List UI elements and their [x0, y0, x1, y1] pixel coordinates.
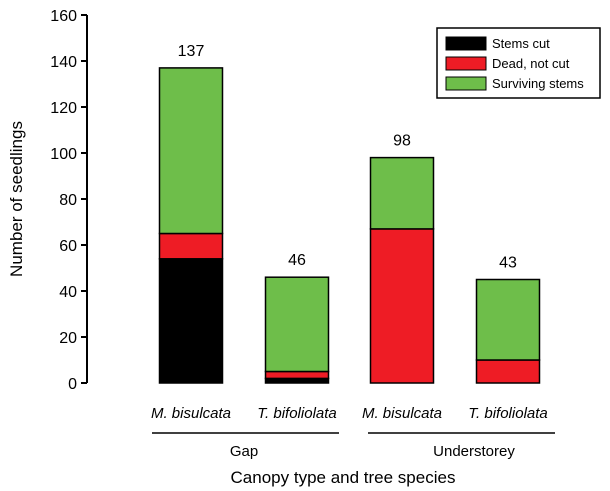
- bar-segment-stems-cut: [158, 258, 224, 384]
- bar-total-label: 43: [499, 255, 517, 272]
- x-axis-title: Canopy type and tree species: [231, 468, 456, 487]
- legend: Stems cut Dead, not cut Surviving stems: [436, 27, 601, 99]
- legend-label: Dead, not cut: [492, 56, 570, 71]
- y-axis-title: Number of seedlings: [7, 121, 26, 277]
- category-label: T. bifoliolata: [257, 405, 337, 422]
- category-label: T. bifoliolata: [468, 405, 548, 422]
- group-label: Understorey: [433, 443, 515, 460]
- y-tick-label: 160: [50, 8, 77, 25]
- bar-segment-surviving-stems: [475, 278, 541, 361]
- bar-segment-dead-not-cut: [264, 370, 330, 380]
- y-tick-label: 40: [59, 284, 77, 301]
- bar-segment-dead-not-cut: [158, 232, 224, 260]
- category-label: M. bisulcata: [362, 405, 442, 422]
- bar-segment-surviving-stems: [158, 67, 224, 235]
- category-label: M. bisulcata: [151, 405, 231, 422]
- y-tick-label: 140: [50, 54, 77, 71]
- y-tick-label: 0: [68, 376, 77, 393]
- bar-total-label: 46: [288, 252, 306, 269]
- bar-segment-surviving-stems: [369, 156, 435, 230]
- axes: 0 20 40 60 80 100 120 140 160 Number of seedlings…: [7, 8, 455, 487]
- y-tick-label: 80: [59, 192, 77, 209]
- y-tick-label: 120: [50, 100, 77, 117]
- bar-segment-surviving-stems: [264, 276, 330, 373]
- y-tick-label: 60: [59, 238, 77, 255]
- legend-swatch: [445, 36, 487, 51]
- y-tick-label: 20: [59, 330, 77, 347]
- legend-label: Surviving stems: [492, 76, 584, 91]
- y-tick-label: 100: [50, 146, 77, 163]
- legend-swatch: [445, 76, 487, 91]
- group-label: Gap: [230, 443, 258, 460]
- bar-segment-dead-not-cut: [369, 228, 435, 384]
- bar-total-label: 98: [393, 133, 411, 150]
- legend-label: Stems cut: [492, 36, 550, 51]
- legend-swatch: [445, 56, 487, 71]
- bar-segment-dead-not-cut: [475, 359, 541, 384]
- bar-total-label: 137: [178, 43, 205, 60]
- bars: [158, 67, 541, 384]
